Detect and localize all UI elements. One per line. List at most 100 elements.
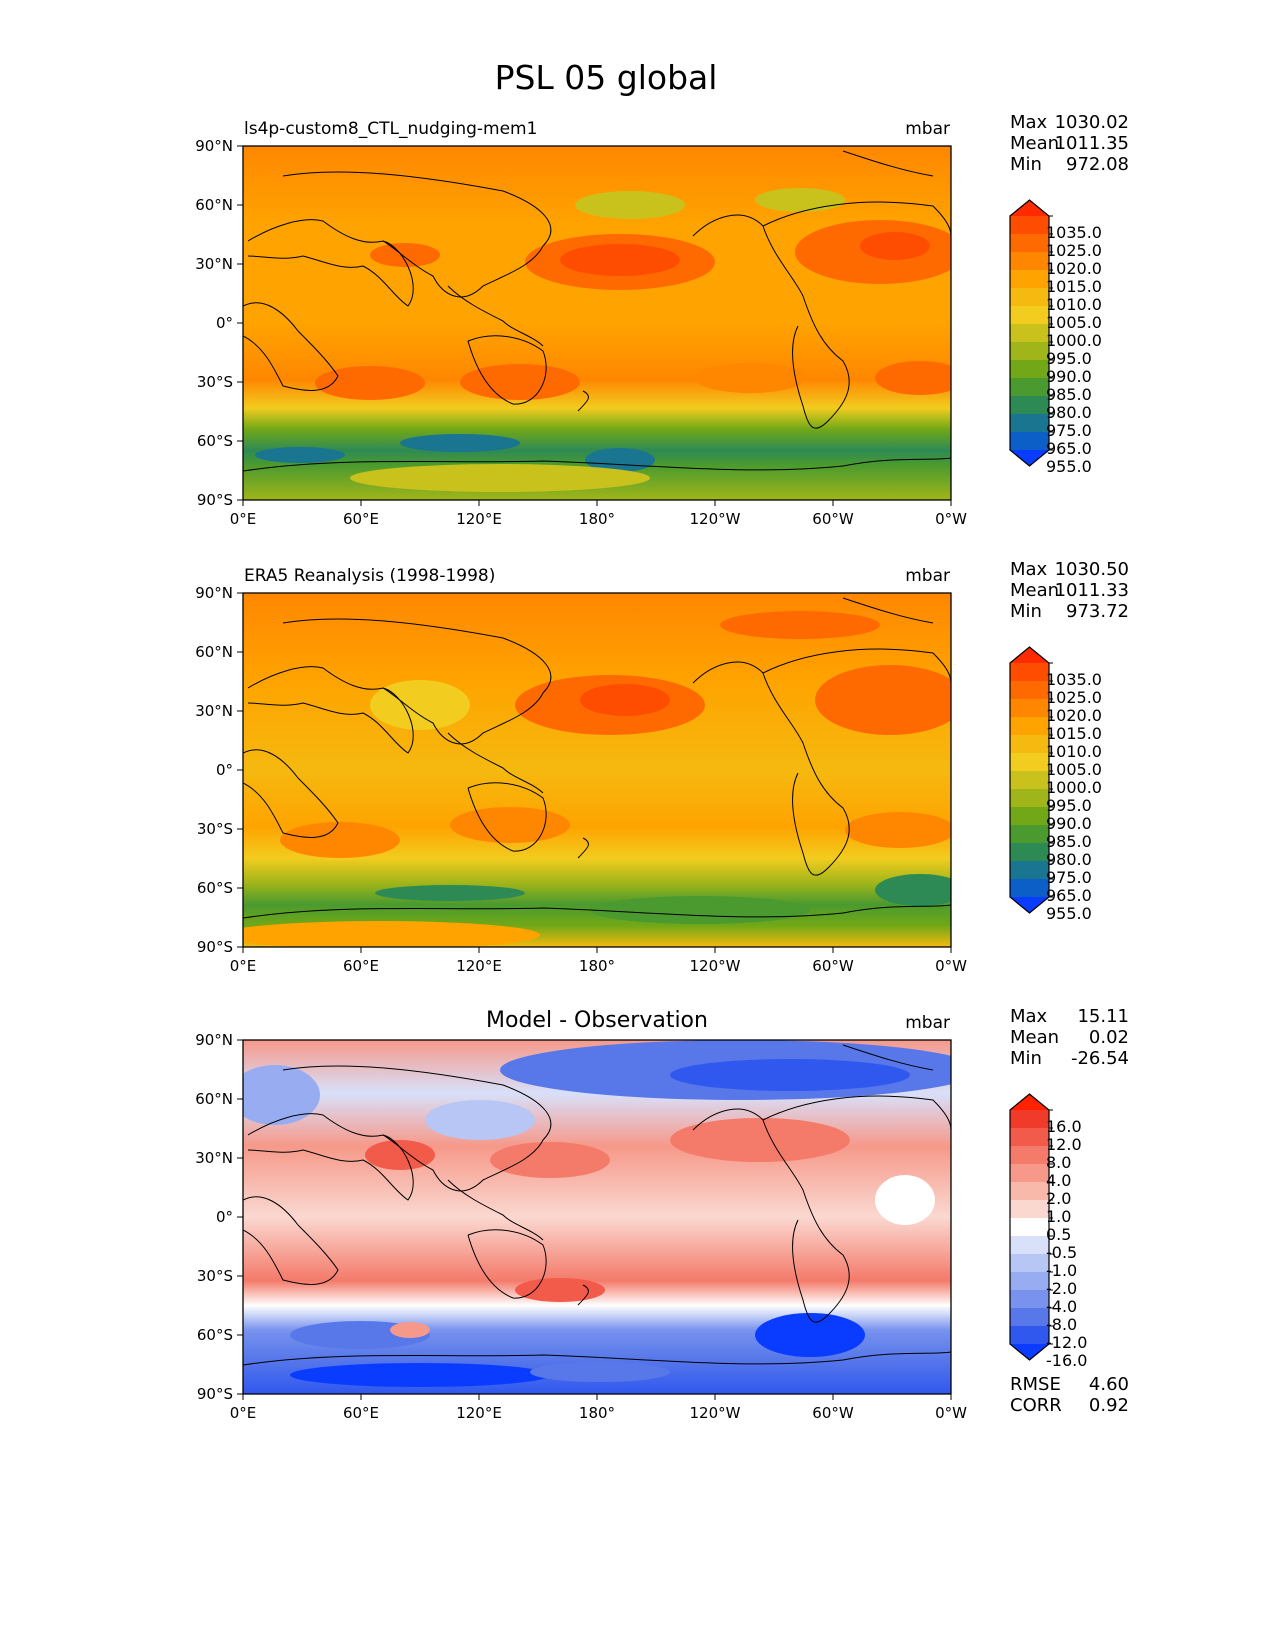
colorbar-label: 965.0: [1046, 439, 1092, 458]
colorbar-label: -8.0: [1046, 1315, 1077, 1334]
colorbar-extend-top: [1010, 200, 1049, 216]
colorbar-swatch: [1010, 1254, 1049, 1273]
x-tick-label: 180°: [579, 510, 615, 528]
x-axis: 0°E 60°E 120°E 180° 120°W 60°W 0°W: [230, 1394, 967, 1422]
stat-label: RMSE: [1010, 1374, 1061, 1395]
x-tick-label: 60°E: [343, 957, 379, 975]
colorbar-label: 1000.0: [1046, 331, 1102, 350]
colorbar-label: 1035.0: [1046, 670, 1102, 689]
colorbar-label: 965.0: [1046, 886, 1092, 905]
y-axis: 90°N 60°N 30°N 0° 30°S 60°S 90°S: [195, 137, 243, 509]
x-tick-label: 120°E: [456, 1404, 502, 1422]
y-tick-label: 60°S: [197, 1326, 233, 1344]
y-tick-label: 90°N: [195, 584, 233, 602]
panel-title-left: ls4p-custom8_CTL_nudging-mem1: [244, 119, 537, 139]
panel-observation: ERA5 Reanalysis (1998-1998) mbar 90°N 60°…: [195, 559, 1129, 975]
colorbar-label: 1010.0: [1046, 742, 1102, 761]
panel-title-left: ERA5 Reanalysis (1998-1998): [244, 566, 495, 586]
colorbar-swatch: [1010, 1200, 1049, 1219]
panel-title-center: Model - Observation: [486, 1008, 708, 1033]
stat-value: 4.60: [1089, 1374, 1129, 1395]
y-tick-label: 90°S: [197, 491, 233, 509]
colorbar-swatch: [1010, 288, 1049, 307]
colorbar-label: 1025.0: [1046, 241, 1102, 260]
colorbar-label: 980.0: [1046, 850, 1092, 869]
colorbar-swatch: [1010, 1272, 1049, 1291]
y-tick-label: 30°S: [197, 373, 233, 391]
x-tick-label: 60°E: [343, 1404, 379, 1422]
y-tick-label: 0°: [216, 1208, 233, 1226]
x-tick-label: 180°: [579, 957, 615, 975]
y-tick-label: 60°N: [195, 643, 233, 661]
map-field: [243, 593, 951, 947]
stat-label: Max: [1010, 1006, 1048, 1027]
panel-units: mbar: [905, 119, 950, 139]
panel-units: mbar: [905, 1013, 950, 1033]
y-tick-label: 60°N: [195, 1090, 233, 1108]
x-tick-label: 120°E: [456, 510, 502, 528]
colorbar-label: 1025.0: [1046, 688, 1102, 707]
x-axis: 0°E 60°E 120°E 180° 120°W 60°W 0°W: [230, 500, 967, 528]
colorbar-label: 980.0: [1046, 403, 1092, 422]
x-tick-label: 60°W: [812, 1404, 854, 1422]
colorbar-label: 1035.0: [1046, 223, 1102, 242]
colorbar-extend-top: [1010, 1094, 1049, 1110]
colorbar-swatch: [1010, 270, 1049, 289]
y-tick-label: 30°N: [195, 255, 233, 273]
x-tick-label: 120°E: [456, 957, 502, 975]
colorbar-label: 990.0: [1046, 814, 1092, 833]
colorbar-swatch: [1010, 234, 1049, 253]
colorbar-label: 12.0: [1046, 1135, 1082, 1154]
stat-label: Min: [1010, 601, 1042, 622]
colorbar-label: 975.0: [1046, 421, 1092, 440]
panel-difference: Model - Observation mbar 90°N 60°N 30°N 0° 3…: [195, 1006, 1129, 1422]
colorbar-swatch: [1010, 807, 1049, 826]
colorbar-extend-bottom: [1010, 897, 1049, 913]
y-tick-label: 30°N: [195, 702, 233, 720]
x-tick-label: 60°W: [812, 510, 854, 528]
colorbar-label: -1.0: [1046, 1261, 1077, 1280]
colorbar-swatch: [1010, 1236, 1049, 1255]
colorbar-swatch: [1010, 879, 1049, 898]
stat-label: Min: [1010, 154, 1042, 175]
stat-value: 0.92: [1089, 1395, 1129, 1416]
stat-label: Mean: [1010, 133, 1059, 154]
colorbar-swatch: [1010, 681, 1049, 700]
y-tick-label: 0°: [216, 761, 233, 779]
y-tick-label: 0°: [216, 314, 233, 332]
colorbar-extend-bottom: [1010, 450, 1049, 466]
colorbar: 1035.01025.01020.01015.01010.01005.01000…: [1009, 646, 1102, 923]
x-tick-label: 0°W: [935, 957, 967, 975]
colorbar-label: 1015.0: [1046, 277, 1102, 296]
colorbar-swatch: [1010, 1290, 1049, 1309]
colorbar-label: -16.0: [1046, 1351, 1087, 1370]
colorbar-label: 1015.0: [1046, 724, 1102, 743]
colorbar-swatch: [1010, 1128, 1049, 1147]
colorbar-label: 995.0: [1046, 349, 1092, 368]
rmse-corr-block: RMSE 4.60 CORR 0.92: [1010, 1374, 1129, 1416]
x-tick-label: 120°W: [690, 510, 741, 528]
colorbar-swatch: [1010, 342, 1049, 361]
x-tick-label: 120°W: [690, 957, 741, 975]
colorbar-swatch: [1010, 324, 1049, 343]
colorbar-swatch: [1010, 1110, 1049, 1129]
colorbar-label: 955.0: [1046, 457, 1092, 476]
colorbar-swatch: [1010, 1164, 1049, 1183]
y-tick-label: 90°N: [195, 1031, 233, 1049]
colorbar-swatch: [1010, 861, 1049, 880]
stat-label: CORR: [1010, 1395, 1062, 1416]
x-tick-label: 0°E: [230, 1404, 257, 1422]
stat-value: 1011.33: [1055, 580, 1129, 601]
y-tick-label: 60°S: [197, 879, 233, 897]
colorbar-swatch: [1010, 1146, 1049, 1165]
stat-label: Max: [1010, 559, 1048, 580]
colorbar-swatch: [1010, 717, 1049, 736]
colorbar-label: 1000.0: [1046, 778, 1102, 797]
colorbar-label: 1010.0: [1046, 295, 1102, 314]
colorbar-swatch: [1010, 699, 1049, 718]
colorbar-extend-bottom: [1010, 1344, 1049, 1360]
colorbar-swatch: [1010, 252, 1049, 271]
y-tick-label: 60°S: [197, 432, 233, 450]
colorbar-label: 2.0: [1046, 1189, 1071, 1208]
